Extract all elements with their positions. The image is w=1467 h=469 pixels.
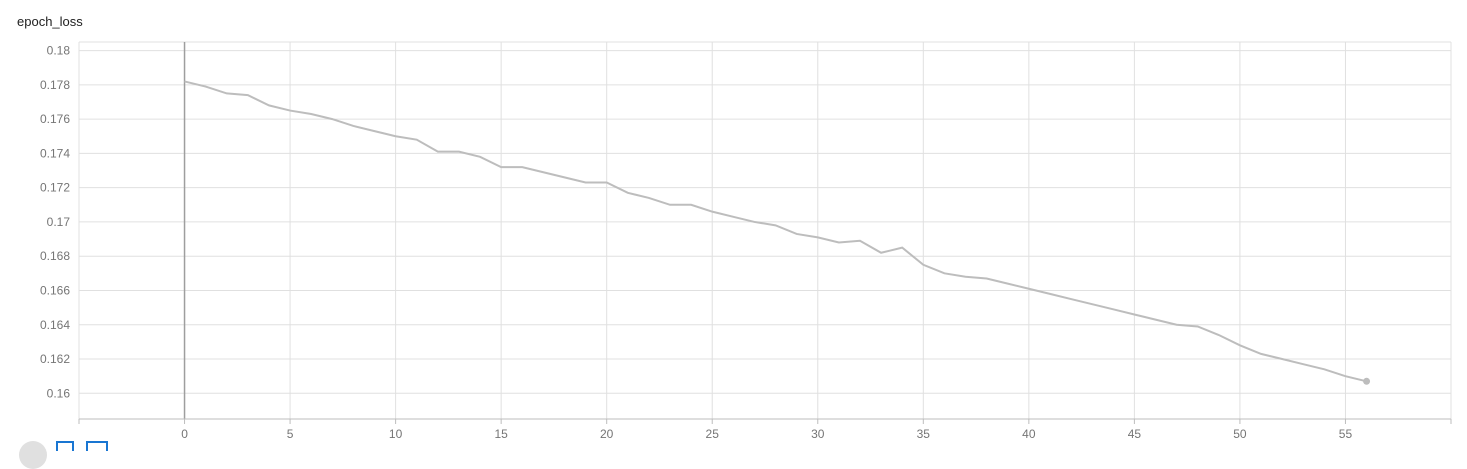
x-tick-label: 45 <box>1128 427 1142 441</box>
y-tick-label: 0.174 <box>40 146 70 160</box>
x-tick-label: 50 <box>1233 427 1247 441</box>
x-tick-label: 20 <box>600 427 614 441</box>
expand-button[interactable] <box>19 441 47 469</box>
x-tick-label: 0 <box>181 427 188 441</box>
tick-labels: 0.16 0.162 0.164 0.166 0.168 0.17 0.172 0.174 0.… <box>40 44 1352 441</box>
fit-domain-button[interactable] <box>86 441 108 451</box>
chart-title: epoch_loss <box>17 14 83 29</box>
series-line <box>184 80 1367 383</box>
axes <box>78 418 1452 424</box>
y-tick-label: 0.176 <box>40 112 70 126</box>
y-tick-label: 0.17 <box>47 215 71 229</box>
y-tick-label: 0.162 <box>40 352 70 366</box>
x-tick-label: 5 <box>287 427 294 441</box>
line-chart: 0.16 0.162 0.164 0.166 0.168 0.17 0.172 0.174 0.… <box>40 41 1452 441</box>
x-tick-label: 40 <box>1022 427 1036 441</box>
x-tick-label: 25 <box>706 427 720 441</box>
y-tick-label: 0.16 <box>47 386 71 400</box>
y-tick-label: 0.164 <box>40 318 70 332</box>
last-point-marker[interactable] <box>1363 377 1371 385</box>
y-tick-label: 0.172 <box>40 181 70 195</box>
series-layer <box>184 80 1371 385</box>
y-tick-label: 0.178 <box>40 78 70 92</box>
x-tick-label: 15 <box>494 427 508 441</box>
x-tick-label: 35 <box>917 427 931 441</box>
x-tick-label: 55 <box>1339 427 1353 441</box>
x-tick-label: 30 <box>811 427 825 441</box>
y-tick-label: 0.166 <box>40 283 70 297</box>
x-tick-label: 10 <box>389 427 403 441</box>
y-tick-label: 0.18 <box>47 44 71 58</box>
toggle-data-button[interactable] <box>56 441 74 451</box>
grid-lines <box>78 41 1452 419</box>
y-tick-label: 0.168 <box>40 249 70 263</box>
